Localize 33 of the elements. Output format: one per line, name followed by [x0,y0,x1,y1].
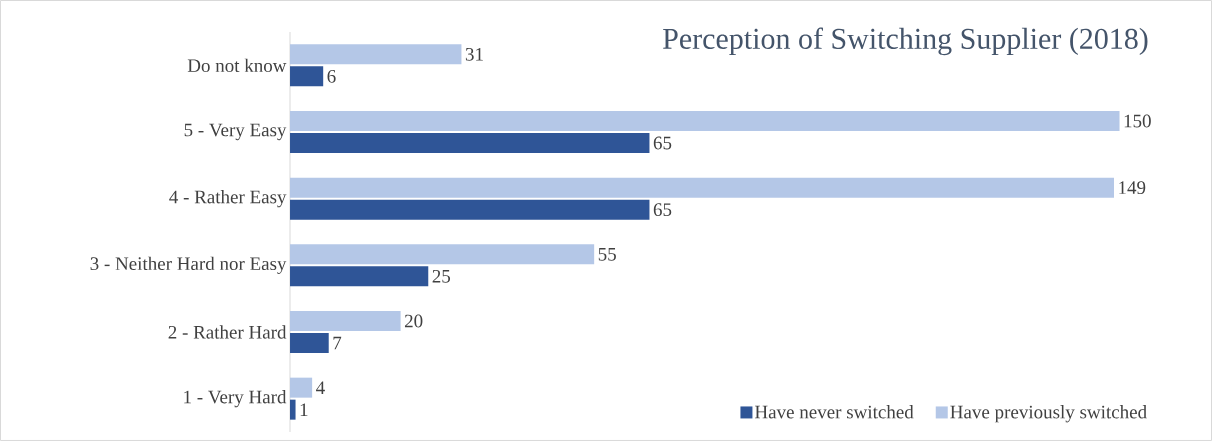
data-label: 31 [465,47,483,61]
data-label: 25 [432,269,451,283]
data-label: 55 [598,248,616,261]
bar [290,310,401,331]
y-tick-label: 5 - Very Easy [184,123,287,141]
bar [290,377,313,398]
legend-label: Have previously switched [950,405,1147,423]
bar [290,111,1120,131]
bar [290,399,296,420]
legend-label: Have never switched [754,405,914,419]
y-tick-label: Do not know [187,58,287,73]
bar [290,177,1114,198]
data-label: 150 [1124,114,1151,128]
data-label: 7 [333,336,342,350]
bar [290,66,324,87]
data-label: 65 [653,203,672,217]
data-label: 6 [327,69,336,83]
bar [290,133,650,153]
bar [290,199,650,220]
bar [290,44,462,65]
data-label: 65 [653,136,672,150]
y-tick-label: 3 - Neither Hard nor Easy [90,256,287,274]
bar [290,266,429,287]
data-label: 1 [300,403,308,416]
data-label: 149 [1119,181,1146,195]
y-tick-label: 4 - Rather Easy [169,190,287,208]
data-label: 20 [404,314,423,328]
chart-title: Perception of Switching Supplier (2018) [663,27,1148,56]
bar [290,244,595,265]
y-tick-label: 2 - Rather Hard [168,325,287,339]
y-tick-label: 1 - Very Hard [184,390,287,408]
data-label: 4 [316,381,325,394]
bar [290,333,329,353]
